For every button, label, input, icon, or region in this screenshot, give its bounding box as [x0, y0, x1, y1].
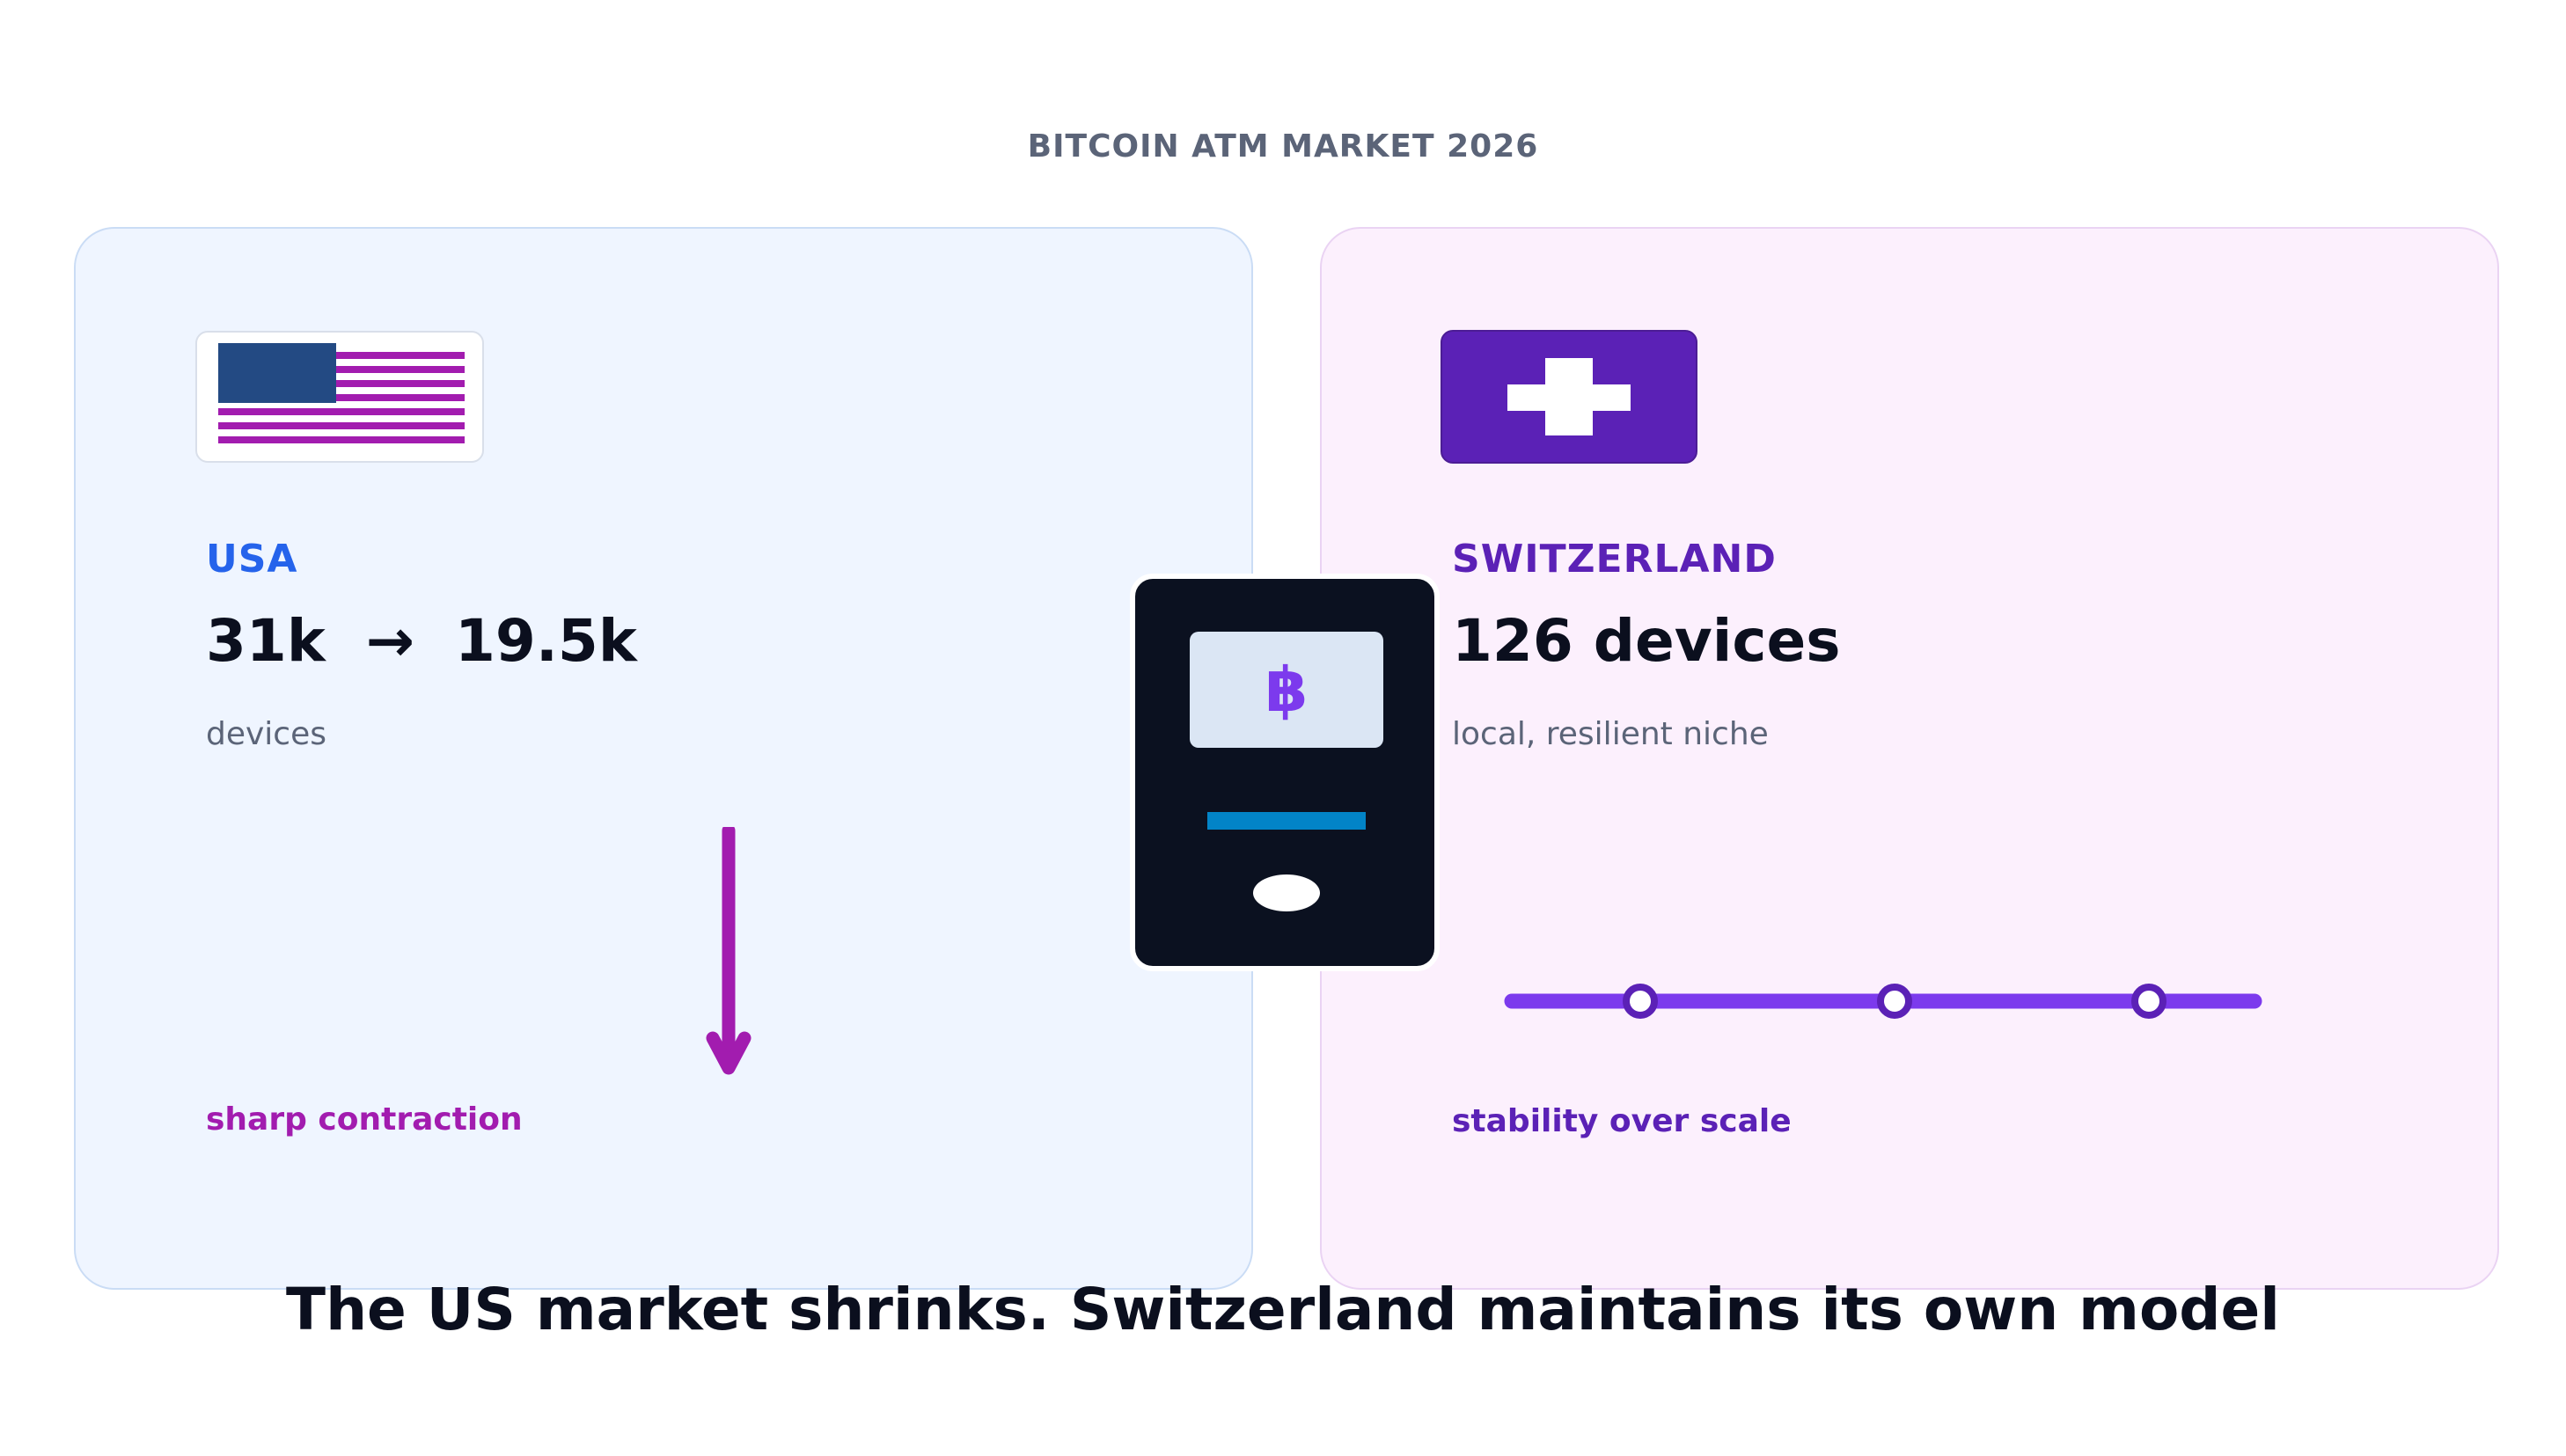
page-headline: The US market shrinks. Switzerland maint…	[286, 1276, 2280, 1343]
down-arrow-icon	[706, 827, 751, 1075]
usa-change-arrow: →	[365, 607, 415, 675]
flat-line-icon	[1504, 984, 2262, 1019]
usa-device-change: 31k → 19.5k	[206, 607, 637, 675]
atm-card-slot	[1207, 812, 1366, 830]
swiss-flag-icon	[1441, 330, 1697, 464]
bitcoin-icon: ฿	[1265, 654, 1309, 726]
usa-tagline: sharp contraction	[206, 1101, 523, 1138]
switzerland-device-count: 126 devices	[1452, 607, 1841, 675]
us-flag-icon	[195, 331, 484, 463]
usa-to-value: 19.5k	[455, 607, 637, 675]
usa-country-label: USA	[206, 537, 298, 582]
atm-screen: ฿	[1190, 632, 1383, 748]
usa-from-value: 31k	[206, 607, 326, 675]
atm-button	[1253, 874, 1320, 911]
switzerland-country-label: SWITZERLAND	[1452, 537, 1777, 582]
switzerland-tagline: stability over scale	[1452, 1103, 1792, 1139]
page-kicker: BITCOIN ATM MARKET 2026	[1027, 128, 1539, 165]
usa-unit-label: devices	[206, 716, 327, 752]
switzerland-description: local, resilient niche	[1452, 716, 1769, 752]
